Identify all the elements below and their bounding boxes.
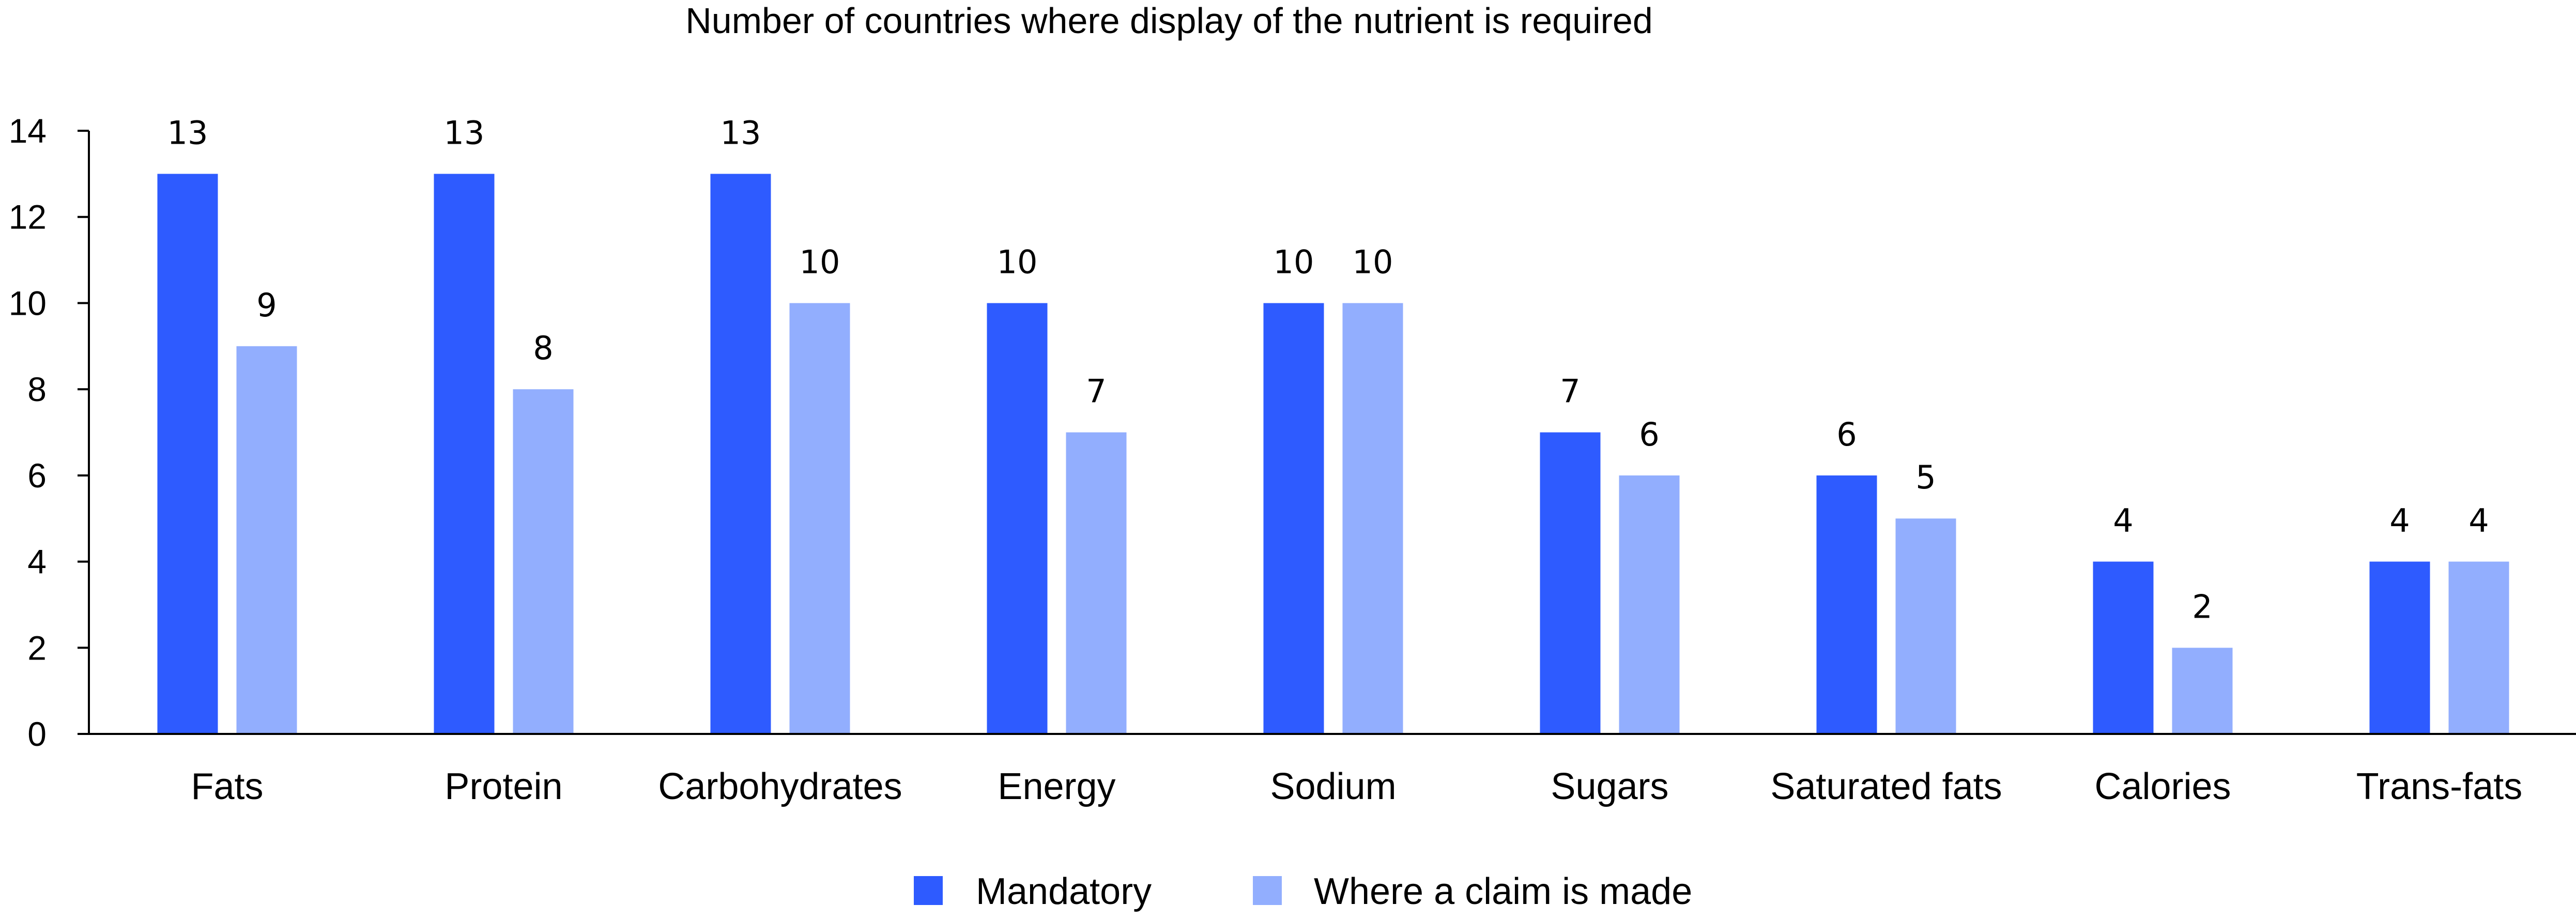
data-label: 10 xyxy=(1274,243,1314,281)
bar xyxy=(987,303,1048,734)
y-tick-label: 12 xyxy=(9,198,47,236)
legend-label: Where a claim is made xyxy=(1314,871,1692,912)
x-tick-label: Sodium xyxy=(1270,766,1396,807)
bar xyxy=(1540,432,1601,734)
legend: Mandatory Where a claim is made xyxy=(914,871,1692,912)
data-label: 4 xyxy=(2113,502,2133,540)
data-label: 2 xyxy=(2192,588,2212,625)
bar xyxy=(157,174,218,734)
data-label: 7 xyxy=(1560,373,1580,410)
x-tick-label: Fats xyxy=(191,766,263,807)
bar xyxy=(2448,561,2509,734)
y-tick-label: 14 xyxy=(9,112,47,150)
bar xyxy=(789,303,850,734)
chart-title: Number of countries where display of the… xyxy=(685,1,1653,41)
data-label: 10 xyxy=(997,243,1038,281)
y-tick-label: 0 xyxy=(27,715,47,753)
bar xyxy=(1895,518,1956,734)
data-label: 6 xyxy=(1639,416,1659,453)
x-tick-label: Calories xyxy=(2094,766,2231,807)
y-tick-label: 4 xyxy=(27,543,47,581)
data-label: 9 xyxy=(256,286,277,324)
data-label: 5 xyxy=(1915,458,1936,496)
data-label: 4 xyxy=(2468,502,2489,540)
x-tick-label: Protein xyxy=(444,766,562,807)
x-tick-label: Trans-fats xyxy=(2356,766,2522,807)
x-tick-label: Energy xyxy=(998,766,1115,807)
x-axis: Fats Protein Carbohydrates Energy Sodium Suga… xyxy=(89,733,2576,807)
data-label: 13 xyxy=(720,114,761,151)
bar xyxy=(1816,475,1877,734)
data-label: 7 xyxy=(1086,373,1106,410)
bar xyxy=(236,346,297,734)
bar xyxy=(513,389,574,734)
bar xyxy=(1263,303,1324,734)
y-tick-label: 10 xyxy=(9,284,47,322)
x-tick-label: Sugars xyxy=(1551,766,1668,807)
bar xyxy=(2172,648,2233,734)
x-tick-label: Carbohydrates xyxy=(658,766,902,807)
data-label: 4 xyxy=(2389,502,2410,540)
legend-label: Mandatory xyxy=(976,871,1152,912)
y-axis: 0 2 4 6 8 10 12 14 xyxy=(9,112,90,753)
data-label: 6 xyxy=(1836,416,1857,453)
bar xyxy=(2093,561,2154,734)
y-tick-label: 8 xyxy=(27,370,47,408)
data-label: 13 xyxy=(444,114,485,151)
bar xyxy=(434,174,495,734)
data-label: 8 xyxy=(533,329,553,367)
x-tick-label: Saturated fats xyxy=(1770,766,2002,807)
bar xyxy=(1066,432,1127,734)
legend-swatch xyxy=(914,876,943,905)
bar xyxy=(2369,561,2430,734)
bar xyxy=(1342,303,1403,734)
data-label: 10 xyxy=(800,243,840,281)
bar xyxy=(710,174,771,734)
data-labels: 13 9 13 8 13 10 10 7 10 10 7 6 6 5 4 2 4 4 xyxy=(167,114,2489,625)
legend-swatch xyxy=(1253,876,1282,905)
y-tick-label: 6 xyxy=(27,456,47,495)
data-label: 10 xyxy=(1353,243,1393,281)
bar xyxy=(1619,475,1680,734)
bar-series xyxy=(157,174,2509,734)
data-label: 13 xyxy=(167,114,208,151)
y-tick-label: 2 xyxy=(27,628,47,667)
